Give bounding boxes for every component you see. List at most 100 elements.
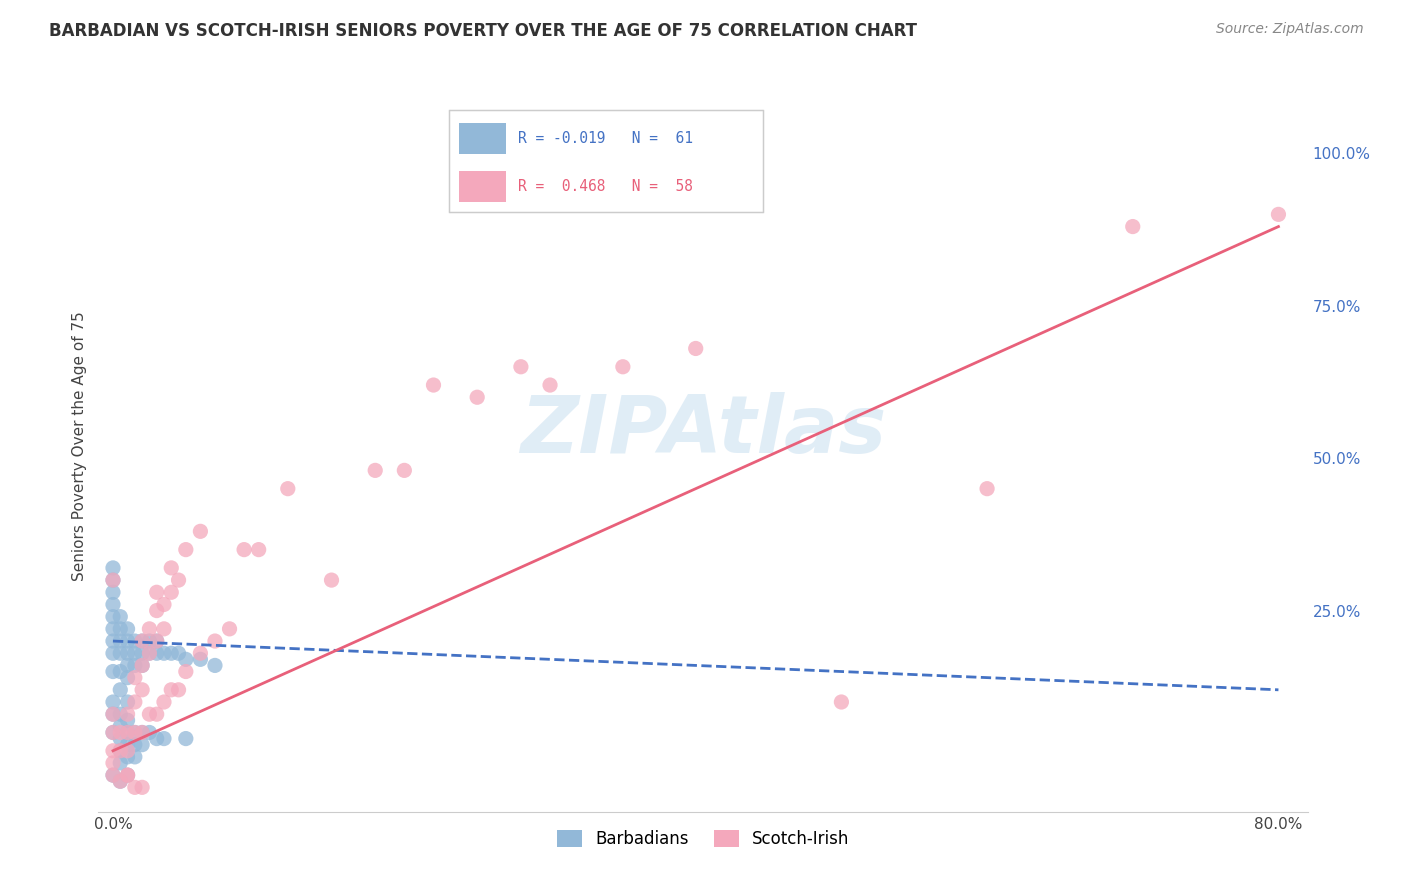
Point — [101, 744, 124, 758]
Point — [101, 695, 124, 709]
Point — [153, 598, 176, 612]
Point — [138, 634, 160, 648]
Point — [131, 725, 153, 739]
Y-axis label: Seniors Poverty Over the Age of 75: Seniors Poverty Over the Age of 75 — [72, 311, 87, 581]
Point — [101, 768, 124, 782]
Point — [277, 482, 299, 496]
Point — [174, 652, 197, 666]
Point — [101, 725, 124, 739]
Point — [110, 609, 132, 624]
Point — [153, 646, 176, 660]
Point — [124, 725, 146, 739]
Text: ZIPAtlas: ZIPAtlas — [520, 392, 886, 470]
Point — [145, 634, 167, 648]
Point — [101, 573, 124, 587]
Point — [138, 725, 160, 739]
Point — [153, 622, 176, 636]
Point — [110, 744, 132, 758]
Point — [160, 682, 183, 697]
Point — [145, 707, 167, 722]
Point — [110, 665, 132, 679]
Point — [110, 774, 132, 789]
Text: Source: ZipAtlas.com: Source: ZipAtlas.com — [1216, 22, 1364, 37]
Point — [110, 646, 132, 660]
Point — [364, 463, 387, 477]
Point — [174, 665, 197, 679]
Point — [131, 658, 153, 673]
Point — [138, 646, 160, 660]
Point — [124, 658, 146, 673]
Point — [124, 749, 146, 764]
Point — [101, 585, 124, 599]
Point — [101, 609, 124, 624]
Text: BARBADIAN VS SCOTCH-IRISH SENIORS POVERTY OVER THE AGE OF 75 CORRELATION CHART: BARBADIAN VS SCOTCH-IRISH SENIORS POVERT… — [49, 22, 917, 40]
Point — [110, 725, 132, 739]
Point — [101, 598, 124, 612]
Point — [218, 622, 240, 636]
Point — [131, 634, 153, 648]
Point — [160, 561, 183, 575]
Point — [167, 682, 190, 697]
Point — [124, 671, 146, 685]
Point — [110, 756, 132, 770]
Point — [110, 682, 132, 697]
Point — [131, 634, 153, 648]
Point — [101, 634, 124, 648]
Point — [422, 378, 444, 392]
Point — [204, 634, 226, 648]
Point — [145, 604, 167, 618]
Legend: Barbadians, Scotch-Irish: Barbadians, Scotch-Irish — [550, 823, 856, 855]
Point — [101, 646, 124, 660]
Point — [167, 573, 190, 587]
Point — [110, 634, 132, 648]
Point — [110, 707, 132, 722]
Point — [153, 695, 176, 709]
Point — [124, 634, 146, 648]
Point — [110, 719, 132, 733]
Point — [138, 622, 160, 636]
Point — [124, 646, 146, 660]
Point — [101, 665, 124, 679]
Point — [110, 731, 132, 746]
Point — [117, 768, 139, 782]
Point — [101, 768, 124, 782]
Point — [465, 390, 488, 404]
Point — [247, 542, 270, 557]
Point — [174, 731, 197, 746]
Point — [233, 542, 256, 557]
Point — [1267, 207, 1289, 221]
Point — [117, 768, 139, 782]
Point — [101, 707, 124, 722]
Point — [131, 658, 153, 673]
Point — [138, 707, 160, 722]
Point — [321, 573, 343, 587]
Point — [131, 738, 153, 752]
Point — [117, 646, 139, 660]
Point — [190, 524, 212, 539]
Point — [110, 622, 132, 636]
Point — [101, 707, 124, 722]
Point — [124, 738, 146, 752]
Point — [509, 359, 531, 374]
Point — [190, 646, 212, 660]
Point — [117, 622, 139, 636]
Point — [394, 463, 416, 477]
Point — [101, 561, 124, 575]
Point — [117, 707, 139, 722]
Point — [117, 725, 139, 739]
Point — [138, 646, 160, 660]
Point — [685, 342, 707, 356]
Point — [160, 585, 183, 599]
Point — [131, 780, 153, 795]
Point — [101, 622, 124, 636]
Point — [190, 652, 212, 666]
Point — [830, 695, 852, 709]
Point — [110, 774, 132, 789]
Point — [117, 744, 139, 758]
Point — [117, 749, 139, 764]
Point — [101, 725, 124, 739]
Point — [145, 646, 167, 660]
Point — [131, 725, 153, 739]
Point — [117, 695, 139, 709]
Point — [110, 744, 132, 758]
